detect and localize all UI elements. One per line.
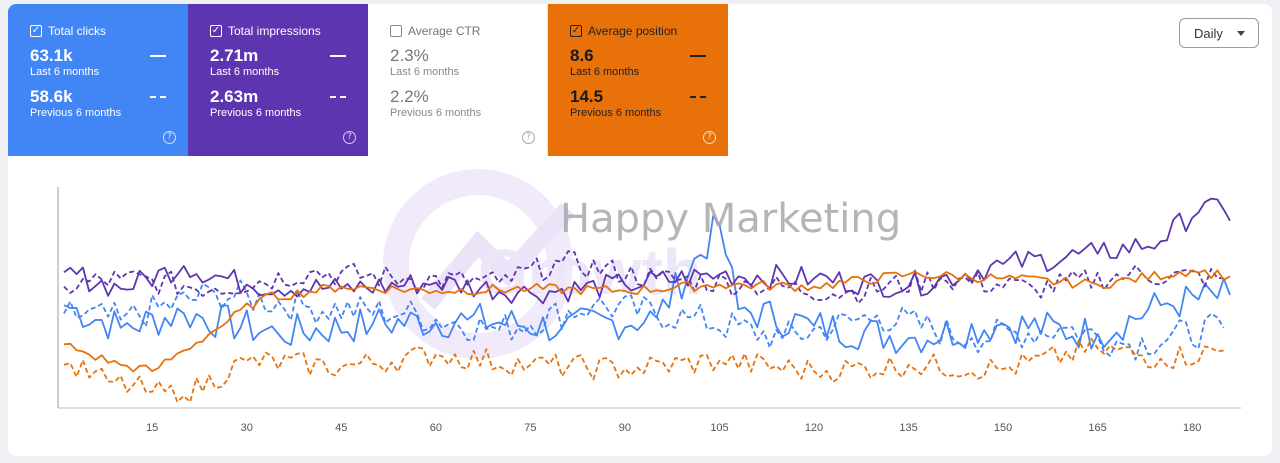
metric-prev-value: 2.63m: [210, 87, 259, 106]
card-average-ctr[interactable]: Average CTR 2.3% Last 6 months 2.2% Prev…: [368, 4, 548, 156]
series-line-total-clicks-previous: [63, 279, 1225, 361]
card-title: Total impressions: [228, 24, 321, 38]
card-title: Average position: [588, 24, 678, 38]
x-tick-label: 105: [710, 422, 728, 434]
x-tick-layer: 15 30 45 60 75 90 105 120 135 150 165 180: [146, 422, 1201, 434]
card-title: Total clicks: [48, 24, 107, 38]
metric-prev-value: 2.2%: [390, 87, 429, 106]
card-header: ✓ Total impressions: [210, 24, 346, 38]
metric-prev-label: Previous 6 months: [570, 107, 662, 119]
series-line-total-clicks-last: [63, 214, 1231, 355]
checkbox-checked-icon[interactable]: ✓: [210, 25, 222, 37]
card-header: ✓ Total clicks: [30, 24, 166, 38]
performance-chart: Growth 15 30 45 60 75 90 105 120 135 150 165 180: [57, 169, 1241, 434]
metric-prev-label: Previous 6 months: [210, 107, 302, 119]
caret-down-icon: [1236, 30, 1245, 36]
solid-line-legend-icon: [690, 55, 706, 57]
card-average-position[interactable]: ✓ Average position 8.6 Last 6 months 14.…: [548, 4, 728, 156]
series-line-average-position-previous: [63, 337, 1224, 403]
x-tick-label: 135: [899, 422, 917, 434]
metric-last-value: 8.6: [570, 46, 594, 65]
metric-last-value: 2.3%: [390, 46, 429, 65]
dropdown-label: Daily: [1194, 25, 1223, 41]
card-header: ✓ Average position: [570, 24, 706, 38]
watermark-brand-text: Happy Marketing: [560, 196, 902, 242]
series-line-total-impressions-last: [63, 197, 1231, 305]
checkbox-checked-icon[interactable]: ✓: [30, 25, 42, 37]
solid-line-legend-icon: [330, 55, 346, 57]
series-layer: [63, 197, 1231, 403]
x-tick-label: 75: [524, 422, 536, 434]
help-circle-icon[interactable]: ?: [343, 131, 356, 144]
dashed-line-legend-icon: [150, 96, 166, 98]
metric-prev-value: 58.6k: [30, 87, 73, 106]
help-circle-icon[interactable]: ?: [163, 131, 176, 144]
card-header: Average CTR: [390, 24, 525, 38]
performance-panel: ✓ Total clicks 63.1k Last 6 months 58.6k…: [8, 4, 1272, 456]
metric-prev-label: Previous 6 months: [30, 107, 122, 119]
x-tick-label: 120: [805, 422, 823, 434]
x-tick-label: 150: [994, 422, 1012, 434]
x-tick-label: 165: [1088, 422, 1106, 434]
x-tick-label: 60: [430, 422, 442, 434]
dashed-line-legend-icon: [330, 96, 346, 98]
watermark-ring: [383, 169, 573, 359]
x-tick-label: 90: [619, 422, 631, 434]
metric-last-label: Last 6 months: [210, 66, 280, 78]
checkbox-unchecked-icon[interactable]: [390, 25, 402, 37]
x-tick-label: 30: [241, 422, 253, 434]
x-tick-label: 15: [146, 422, 158, 434]
metric-last-label: Last 6 months: [570, 66, 640, 78]
solid-line-legend-icon: [150, 55, 166, 57]
series-line-total-impressions-previous: [63, 250, 1224, 305]
card-total-impressions[interactable]: ✓ Total impressions 2.71m Last 6 months …: [188, 4, 368, 156]
x-tick-label: 45: [335, 422, 347, 434]
x-tick-label: 180: [1183, 422, 1201, 434]
dashed-line-legend-icon: [690, 96, 706, 98]
metric-prev-label: Previous 6 months: [390, 107, 482, 119]
help-circle-icon[interactable]: ?: [522, 131, 535, 144]
metric-last-label: Last 6 months: [30, 66, 100, 78]
metric-last-value: 63.1k: [30, 46, 73, 65]
series-line-average-position-last: [63, 269, 1231, 373]
checkbox-checked-icon[interactable]: ✓: [570, 25, 582, 37]
metric-last-label: Last 6 months: [390, 66, 460, 78]
metric-last-value: 2.71m: [210, 46, 259, 65]
help-circle-icon[interactable]: ?: [703, 131, 716, 144]
metric-prev-value: 14.5: [570, 87, 604, 106]
granularity-dropdown[interactable]: Daily: [1179, 18, 1259, 48]
card-title: Average CTR: [408, 24, 481, 38]
card-total-clicks[interactable]: ✓ Total clicks 63.1k Last 6 months 58.6k…: [8, 4, 188, 156]
